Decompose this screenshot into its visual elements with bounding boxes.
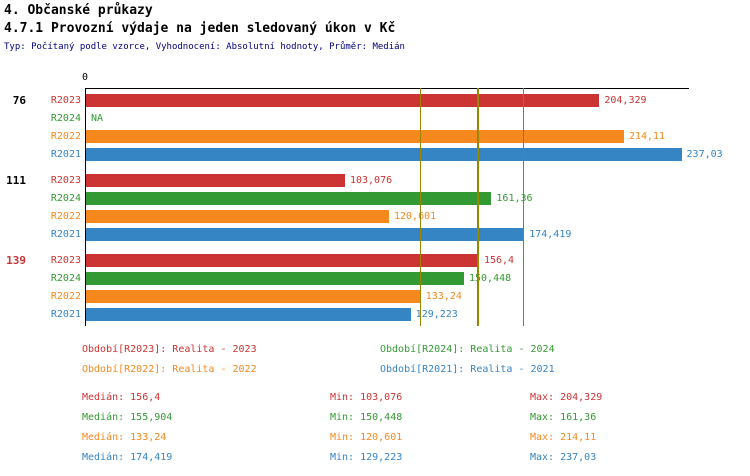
bar-value-label: 156,4 xyxy=(483,255,515,266)
stat-max-r2024: Max: 161,36 xyxy=(530,412,597,423)
bar xyxy=(86,130,624,143)
stat-min-r2024: Min: 150,448 xyxy=(330,412,403,423)
series-label: R2023 xyxy=(50,175,81,186)
stat-max-r2023: Max: 204,329 xyxy=(530,392,603,403)
bar-value-label: 204,329 xyxy=(604,95,647,106)
bar-value-label: NA xyxy=(91,113,104,124)
bar-value-label: 120,601 xyxy=(394,211,437,222)
legend-item-r2021: Období[R2021]: Realita - 2021 xyxy=(380,364,555,375)
bar xyxy=(86,94,600,107)
bar xyxy=(86,254,479,267)
stat-median-r2024: Medián: 155,904 xyxy=(82,412,173,423)
axis-zero-label: 0 xyxy=(81,72,89,83)
legend-item-r2024: Období[R2024]: Realita - 2024 xyxy=(380,344,555,355)
bar-value-label: 129,223 xyxy=(415,309,458,320)
bar-value-label: 150,448 xyxy=(469,273,512,284)
chart-title: 4.7.1 Provozní výdaje na jeden sledovaný… xyxy=(4,21,396,36)
bar-value-label: 161,36 xyxy=(496,193,533,204)
series-label: R2023 xyxy=(50,95,81,106)
series-label: R2024 xyxy=(50,273,81,284)
series-label: R2024 xyxy=(50,193,81,204)
group-label: 111 xyxy=(6,174,26,187)
group-label: 76 xyxy=(12,94,26,107)
bar xyxy=(86,290,421,303)
series-label: R2024 xyxy=(50,113,81,124)
stat-min-r2021: Min: 129,223 xyxy=(330,452,403,463)
bar-value-label: 174,419 xyxy=(529,229,572,240)
bar xyxy=(86,228,525,241)
plot-area xyxy=(85,88,689,326)
bar xyxy=(86,192,492,205)
bar xyxy=(86,210,389,223)
median-line-r2024 xyxy=(476,88,478,326)
series-label: R2022 xyxy=(50,211,81,222)
bar-value-label: 103,076 xyxy=(349,175,393,186)
series-label: R2023 xyxy=(50,255,81,266)
legend-item-r2022: Období[R2022]: Realita - 2022 xyxy=(82,364,257,375)
bar-value-label: 214,11 xyxy=(628,131,666,142)
stat-median-r2022: Medián: 133,24 xyxy=(82,432,167,443)
bar-value-label: 237,03 xyxy=(686,149,723,160)
section-title: 4. Občanské průkazy xyxy=(4,3,153,18)
bar xyxy=(86,148,682,161)
stat-min-r2022: Min: 120,601 xyxy=(330,432,403,443)
group-label: 139 xyxy=(6,254,26,267)
bar xyxy=(86,272,464,285)
series-label: R2022 xyxy=(50,131,81,142)
series-label: R2022 xyxy=(50,291,81,302)
stat-median-r2023: Medián: 156,4 xyxy=(82,392,161,403)
median-line-r2021 xyxy=(523,88,525,326)
bar-value-label: 133,24 xyxy=(425,291,462,302)
median-line-r2022 xyxy=(419,88,421,326)
chart-subtitle: Typ: Počítaný podle vzorce, Vyhodnocení:… xyxy=(4,42,405,52)
series-label: R2021 xyxy=(50,149,81,160)
stat-max-r2021: Max: 237,03 xyxy=(530,452,597,463)
bar xyxy=(86,174,345,187)
stat-min-r2023: Min: 103,076 xyxy=(330,392,403,403)
stat-median-r2021: Medián: 174,419 xyxy=(82,452,173,463)
stat-max-r2022: Max: 214,11 xyxy=(530,432,597,443)
legend-item-r2023: Období[R2023]: Realita - 2023 xyxy=(82,344,257,355)
bar-chart: 0 76 R2023 204,329 R2024 NA R2022 214,11 R2021 2… xyxy=(0,70,750,332)
median-line-r2023 xyxy=(477,88,479,326)
series-label: R2021 xyxy=(50,229,81,240)
bar xyxy=(86,308,411,321)
series-label: R2021 xyxy=(50,309,81,320)
